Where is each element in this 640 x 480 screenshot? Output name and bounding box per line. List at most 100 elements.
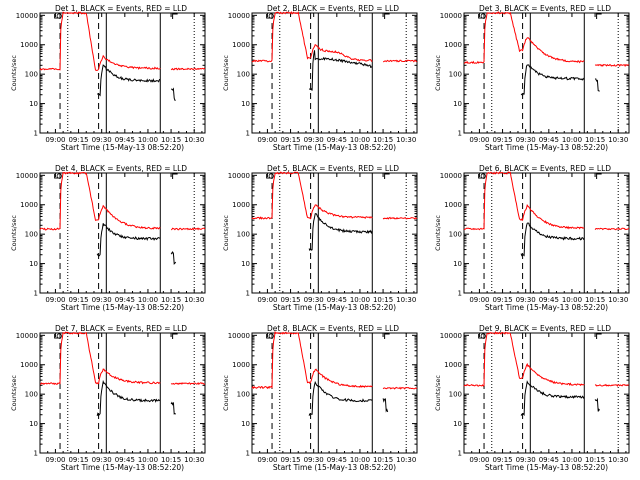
y-tick-label: 100 bbox=[449, 391, 462, 399]
x-tick-label: 10:00 bbox=[138, 136, 158, 144]
y-tick-label: 1000 bbox=[20, 201, 38, 209]
x-axis-label: Start Time (15-May-13 08:52:20) bbox=[61, 143, 184, 152]
plot-frame bbox=[251, 172, 418, 294]
y-tick-label: 10 bbox=[241, 260, 250, 268]
series-lld-red bbox=[463, 171, 585, 231]
series-lld-red bbox=[463, 330, 585, 387]
x-axis-label: Start Time (15-May-13 08:52:20) bbox=[273, 303, 396, 312]
series-lld-red bbox=[39, 171, 161, 231]
x-tick-label: 09:15 bbox=[68, 136, 88, 144]
x-tick-label: 09:30 bbox=[92, 456, 112, 464]
saa-bracket-icon bbox=[596, 13, 602, 19]
loop-mark-icon bbox=[268, 13, 274, 19]
y-tick-label: 100 bbox=[237, 391, 250, 399]
y-tick-label: 1 bbox=[458, 450, 462, 458]
plot-frame bbox=[39, 172, 206, 294]
y-axis-label: Counts/sec bbox=[10, 55, 18, 91]
x-tick-label: 10:15 bbox=[161, 136, 181, 144]
y-axis-label: Counts/sec bbox=[222, 215, 230, 251]
x-tick-label: 10:15 bbox=[585, 136, 605, 144]
x-tick-label: 10:00 bbox=[350, 136, 370, 144]
loop-mark-icon bbox=[480, 173, 486, 179]
saa-bracket-icon bbox=[54, 334, 59, 339]
y-tick-label: 1000 bbox=[232, 41, 250, 49]
panel-title: Det 4, BLACK = Events, RED = LLD bbox=[55, 164, 187, 173]
y-tick-label: 1 bbox=[246, 290, 250, 298]
y-tick-label: 10 bbox=[453, 420, 462, 428]
y-tick-label: 10 bbox=[241, 100, 250, 108]
y-tick-label: 1000 bbox=[444, 361, 462, 369]
series-events-black-tail bbox=[170, 250, 177, 265]
x-tick-label: 10:00 bbox=[350, 456, 370, 464]
series-lld-red-tail bbox=[170, 381, 206, 386]
x-tick-label: 10:30 bbox=[608, 456, 628, 464]
x-tick-label: 09:00 bbox=[257, 456, 277, 464]
series-lld-red-tail bbox=[383, 59, 418, 63]
x-axis-label: Start Time (15-May-13 08:52:20) bbox=[485, 303, 608, 312]
series-lld-red bbox=[251, 171, 373, 220]
plot-frame bbox=[251, 332, 418, 454]
x-tick-label: 10:00 bbox=[562, 456, 582, 464]
x-tick-label: 09:30 bbox=[92, 296, 112, 304]
loop-mark-icon bbox=[56, 333, 62, 339]
y-tick-label: 1000 bbox=[232, 201, 250, 209]
series-lld-red bbox=[39, 11, 161, 71]
x-tick-label: 09:15 bbox=[68, 456, 88, 464]
x-tick-label: 09:15 bbox=[280, 456, 300, 464]
x-tick-label: 09:30 bbox=[304, 296, 324, 304]
y-tick-label: 100 bbox=[237, 71, 250, 79]
series-lld-red-tail bbox=[382, 386, 418, 390]
x-tick-label: 10:00 bbox=[138, 296, 158, 304]
x-tick-label: 10:30 bbox=[396, 136, 416, 144]
x-tick-label: 10:30 bbox=[396, 456, 416, 464]
series-events-black-tail bbox=[170, 401, 176, 415]
saa-bracket-icon bbox=[384, 173, 390, 179]
y-tick-label: 1000 bbox=[444, 41, 462, 49]
loop-mark-icon bbox=[268, 333, 274, 339]
x-tick-label: 09:45 bbox=[115, 456, 135, 464]
series-events-black-tail bbox=[594, 78, 600, 92]
y-tick-label: 1000 bbox=[20, 41, 38, 49]
panel-title: Det 1, BLACK = Events, RED = LLD bbox=[55, 4, 187, 13]
saa-bracket-icon bbox=[596, 333, 602, 339]
x-tick-label: 10:15 bbox=[585, 456, 605, 464]
series-lld-red-tail bbox=[170, 67, 206, 71]
series-events-black bbox=[96, 379, 161, 417]
saa-bracket-icon bbox=[384, 333, 390, 339]
saa-bracket-icon bbox=[172, 173, 178, 179]
y-tick-label: 10000 bbox=[440, 332, 462, 340]
loop-mark-icon bbox=[56, 13, 62, 19]
series-events-black bbox=[96, 223, 161, 257]
x-tick-label: 10:00 bbox=[138, 456, 158, 464]
series-lld-red-tail bbox=[594, 63, 630, 67]
series-events-black bbox=[308, 50, 373, 91]
x-tick-label: 10:30 bbox=[396, 296, 416, 304]
x-tick-label: 09:00 bbox=[45, 136, 65, 144]
y-axis-label: Counts/sec bbox=[10, 375, 18, 411]
x-tick-label: 10:15 bbox=[373, 136, 393, 144]
saa-bracket-icon bbox=[478, 174, 483, 179]
x-tick-label: 10:00 bbox=[562, 136, 582, 144]
saa-bracket-icon bbox=[478, 14, 483, 19]
y-tick-label: 100 bbox=[449, 231, 462, 239]
y-tick-label: 1000 bbox=[232, 361, 250, 369]
x-tick-label: 09:30 bbox=[304, 136, 324, 144]
y-tick-label: 10000 bbox=[16, 12, 38, 20]
y-tick-label: 10 bbox=[29, 420, 38, 428]
x-tick-label: 10:30 bbox=[608, 296, 628, 304]
x-tick-label: 09:15 bbox=[280, 296, 300, 304]
x-tick-label: 09:45 bbox=[327, 136, 347, 144]
saa-bracket-icon bbox=[54, 14, 59, 19]
panel-title: Det 7, BLACK = Events, RED = LLD bbox=[55, 324, 187, 333]
series-lld-red bbox=[463, 11, 585, 64]
saa-bracket-icon bbox=[172, 13, 178, 19]
y-axis-label: Counts/sec bbox=[10, 215, 18, 251]
x-tick-label: 09:15 bbox=[68, 296, 88, 304]
panel-title: Det 9, BLACK = Events, RED = LLD bbox=[479, 324, 611, 333]
y-tick-label: 10 bbox=[29, 100, 38, 108]
series-events-black-tail bbox=[382, 398, 389, 413]
y-tick-label: 10000 bbox=[16, 332, 38, 340]
saa-bracket-icon bbox=[54, 174, 59, 179]
